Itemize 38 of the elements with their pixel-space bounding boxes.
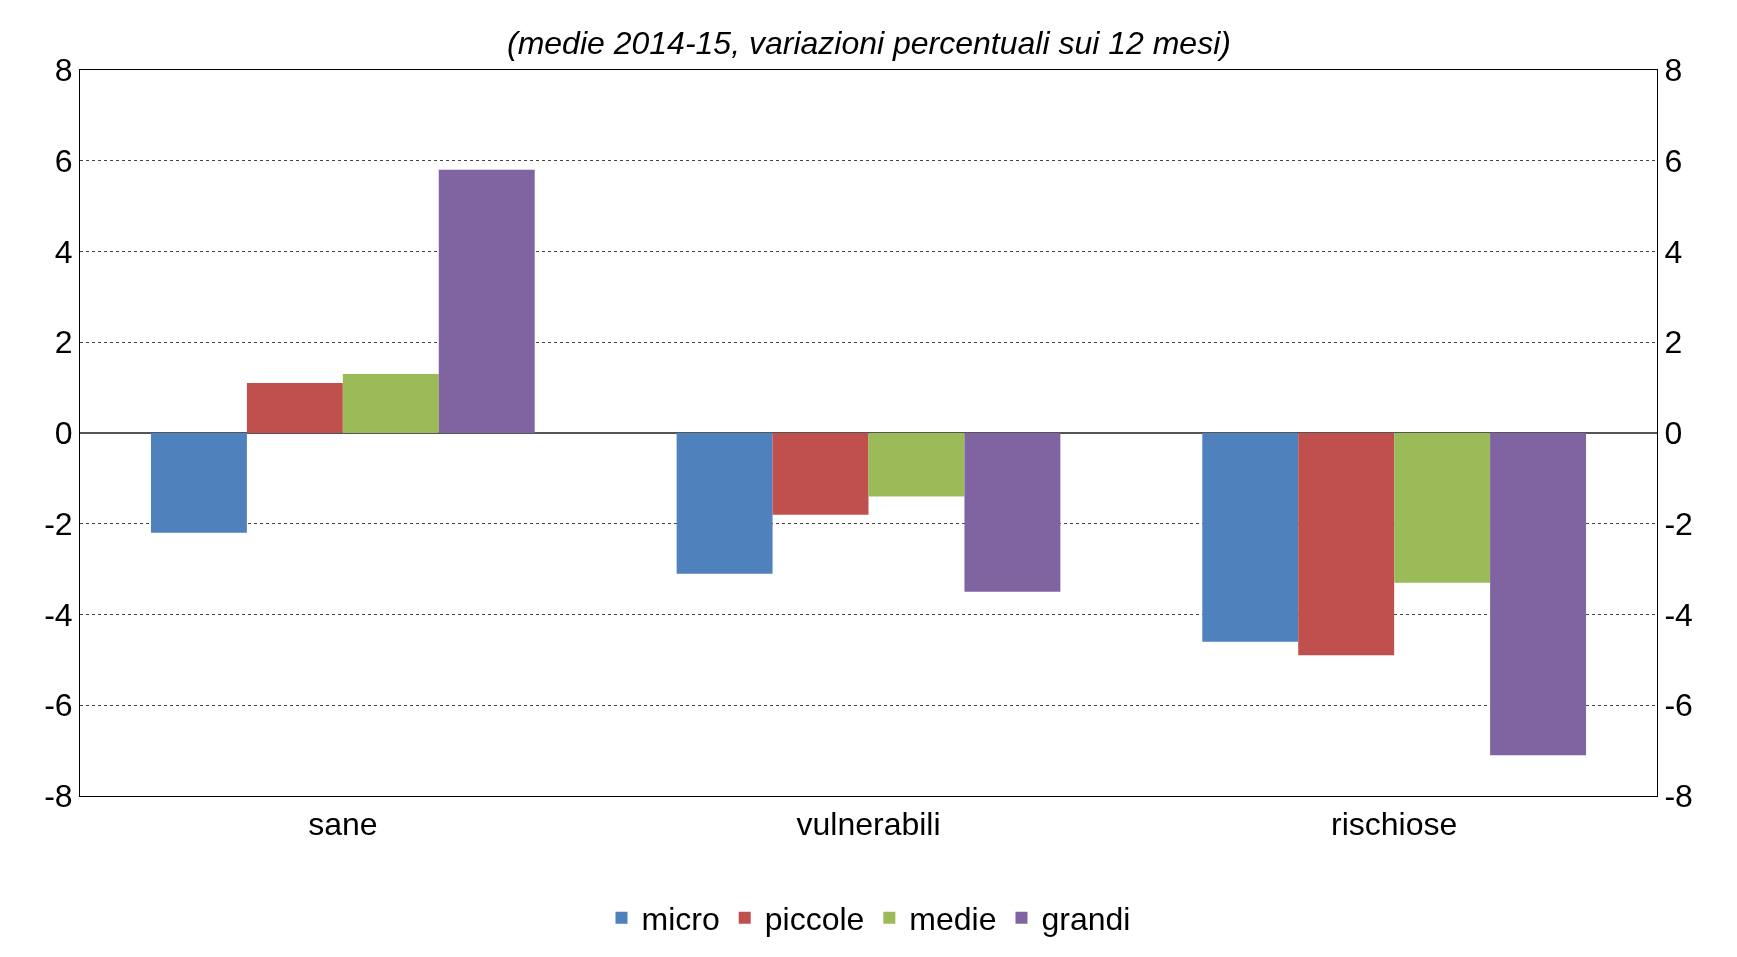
y-tick-label: -6: [44, 687, 73, 724]
bar: [438, 169, 535, 433]
x-tick-label: vulnerabili: [796, 806, 941, 843]
bar: [342, 374, 439, 433]
legend-label: piccole: [764, 901, 865, 938]
y2-tick-label: -6: [1664, 687, 1693, 724]
bar: [246, 383, 343, 433]
legend-label: micro: [641, 901, 720, 938]
y-tick-label: 8: [54, 52, 73, 89]
y-tick-label: -2: [44, 505, 73, 542]
y2-tick-label: -8: [1664, 778, 1693, 815]
y-tick-label: -8: [44, 778, 73, 815]
bar: [1394, 433, 1491, 583]
x-tick-label: sane: [308, 806, 378, 843]
y-tick-label: 2: [54, 324, 73, 361]
y2-tick-label: 0: [1664, 415, 1683, 452]
legend-label: grandi: [1041, 901, 1131, 938]
y2-tick-label: 8: [1664, 52, 1683, 89]
bar: [1202, 433, 1299, 642]
y-tick-label: 4: [54, 233, 73, 270]
y-tick-label: 0: [54, 415, 73, 452]
x-tick-label: rischiose: [1331, 806, 1458, 843]
y2-tick-label: 2: [1664, 324, 1683, 361]
y2-tick-label: 4: [1664, 233, 1683, 270]
y2-tick-label: -4: [1664, 596, 1693, 633]
bar: [964, 433, 1061, 592]
bar: [150, 433, 247, 533]
y-tick-label: -4: [44, 596, 73, 633]
y2-tick-label: -2: [1664, 505, 1693, 542]
y2-tick-label: 6: [1664, 142, 1683, 179]
y-tick-label: 6: [54, 142, 73, 179]
bar: [1298, 433, 1395, 656]
legend-label: medie: [909, 901, 997, 938]
bar: [676, 433, 773, 574]
bar: [772, 433, 869, 515]
bar: [868, 433, 965, 497]
bar: [1490, 433, 1587, 756]
chart-subtitle: (medie 2014-15, variazioni percentuali sui 12 mesi): [507, 25, 1231, 61]
